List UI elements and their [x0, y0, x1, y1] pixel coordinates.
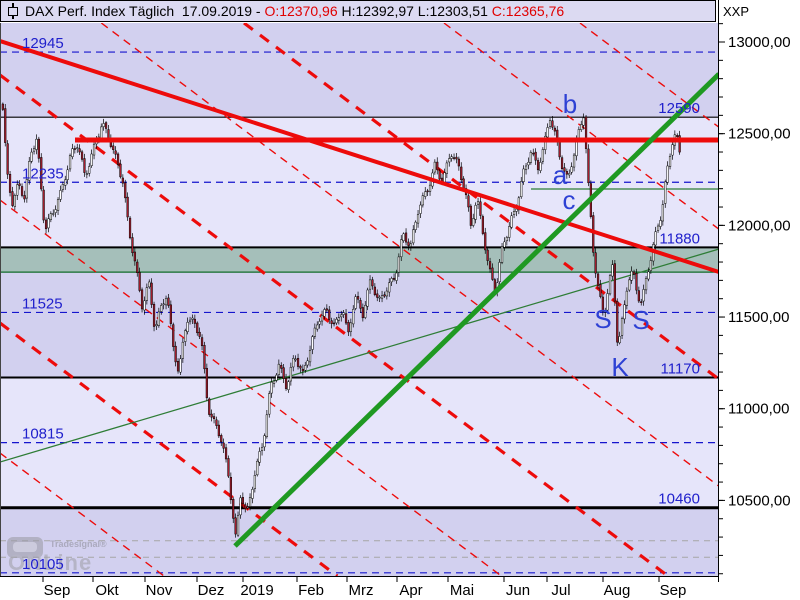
level-labels: 12945 12235 11525 10815 10105 12590 11880 11170…	[22, 35, 700, 573]
svg-text:b: b	[563, 89, 577, 119]
svg-text:Mai: Mai	[450, 582, 474, 599]
plot-frame	[0, 0, 719, 582]
green-support-lines	[0, 188, 718, 463]
svg-text:Sep: Sep	[44, 582, 71, 599]
svg-text:Apr: Apr	[399, 582, 422, 599]
svg-text:Jun: Jun	[506, 582, 530, 599]
svg-text:S: S	[594, 304, 611, 334]
time-axis: Sep Okt Nov Dez 2019 Feb Mrz Apr Mai Jun Jul Aug Sep	[42, 577, 687, 599]
svg-text:10460: 10460	[658, 491, 700, 508]
svg-text:Nov: Nov	[146, 582, 173, 599]
svg-text:13000,00: 13000,00	[728, 34, 791, 51]
pattern-letters: b ac S SK	[553, 89, 650, 382]
title-bar[interactable]: DAX Perf. Index Täglich 17.09.2019 - O:1…	[0, 0, 716, 22]
svg-text:12000,00: 12000,00	[728, 217, 791, 234]
title-segment: L:12303,51	[413, 3, 488, 19]
title-segment: 17.09.2019 -	[174, 3, 265, 19]
svg-text:Feb: Feb	[298, 582, 324, 599]
svg-text:10815: 10815	[22, 426, 64, 443]
svg-text:11000,00: 11000,00	[728, 401, 789, 418]
title-segment: DAX Perf. Index Täglich	[25, 3, 175, 19]
svg-text:K: K	[611, 352, 629, 382]
svg-text:Dez: Dez	[198, 582, 225, 599]
title-segment: O:12370,96	[264, 3, 338, 19]
svg-text:11170: 11170	[661, 361, 701, 378]
svg-text:Mrz: Mrz	[349, 582, 374, 599]
svg-text:12945: 12945	[22, 35, 64, 52]
svg-text:11880: 11880	[659, 230, 700, 247]
title-text: DAX Perf. Index Täglich 17.09.2019 - O:1…	[25, 3, 564, 19]
svg-text:ONLine: ONLine	[8, 550, 92, 575]
svg-text:12500,00: 12500,00	[728, 126, 791, 143]
svg-text:12590: 12590	[658, 100, 700, 117]
svg-text:a: a	[553, 160, 568, 190]
svg-text:10105: 10105	[22, 556, 64, 573]
svg-text:11500,00: 11500,00	[728, 309, 789, 326]
title-segment: C:12365,76	[487, 3, 565, 19]
svg-text:12235: 12235	[22, 165, 64, 182]
svg-text:Tradesignal®: Tradesignal®	[50, 539, 107, 549]
svg-text:Sep: Sep	[660, 582, 687, 599]
svg-text:11525: 11525	[22, 295, 63, 312]
symbol-label: XXP	[723, 4, 750, 19]
svg-text:S: S	[632, 305, 649, 335]
title-segment: H:12392,97	[337, 3, 414, 19]
tradesignal-watermark: Tradesignal®ONLine	[7, 537, 107, 575]
svg-text:2019: 2019	[240, 582, 273, 599]
black-levels	[0, 116, 718, 510]
svg-text:c: c	[563, 185, 576, 215]
svg-text:Jul: Jul	[551, 582, 570, 599]
thick-trendlines	[0, 39, 718, 548]
support-zone	[0, 246, 718, 273]
price-axis: 13000,00 12500,00 12000,00 11500,00 11000,00…	[719, 23, 791, 575]
svg-text:10500,00: 10500,00	[728, 492, 791, 509]
svg-text:Aug: Aug	[604, 582, 631, 599]
svg-text:Okt: Okt	[95, 582, 119, 599]
candlestick-icon	[7, 3, 19, 19]
gray-dashed-levels	[0, 540, 718, 558]
